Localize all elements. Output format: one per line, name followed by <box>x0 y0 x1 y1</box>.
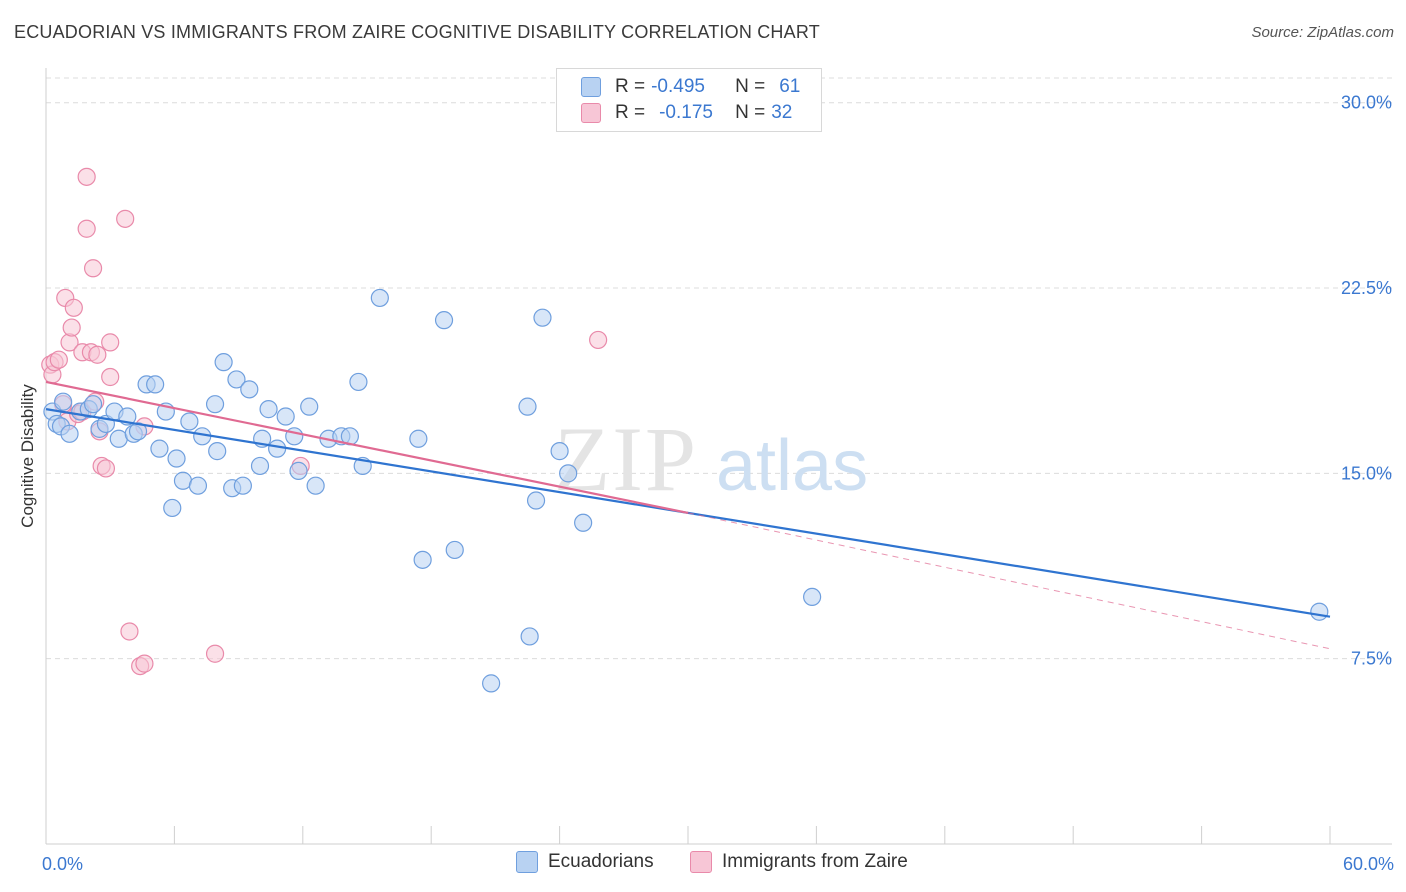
zaire-point <box>589 330 608 350</box>
ecuadorian-point <box>208 442 227 461</box>
n-label: N = <box>735 102 766 123</box>
zaire-point <box>83 259 103 278</box>
ecuadorian-point <box>250 456 270 476</box>
blue-swatch <box>581 77 601 97</box>
y-tick-label: 22.5% <box>1341 278 1392 298</box>
r-value: -0.175 <box>659 102 713 123</box>
legend: Ecuadorians Immigrants from Zaire <box>0 851 1406 877</box>
ecuadorian-point <box>349 372 368 392</box>
trend-lines <box>45 380 1331 650</box>
r-value: -0.495 <box>651 76 705 97</box>
legend-item-zaire[interactable]: Immigrants from Zaire <box>690 851 908 873</box>
stats-box: R = -0.495 N = 61 R = -0.175 N = 32 <box>556 68 822 132</box>
zaire-point <box>77 167 96 186</box>
legend-swatch-pink <box>690 851 712 873</box>
zaire-point <box>49 350 68 369</box>
ecuadorian-point <box>188 476 208 495</box>
ecuadorian-point <box>289 461 308 480</box>
source-label: Source: ZipAtlas.com <box>1251 24 1394 41</box>
ecuadorian-point <box>163 498 182 518</box>
zaire-point <box>120 622 139 641</box>
y-tick-label: 30.0% <box>1341 93 1392 113</box>
ecuadorian-point <box>526 491 546 510</box>
ecuadorian-point <box>205 395 225 414</box>
stats-row-ecuadorians: R = -0.495 N = 61 <box>581 74 800 100</box>
axes <box>45 68 1392 845</box>
ecuadorian-point <box>259 400 278 419</box>
ecuadorian-point <box>268 439 287 458</box>
zaire-point <box>101 333 120 352</box>
zaire-point <box>88 345 107 364</box>
ecuadorian-point <box>128 422 148 441</box>
ecuadorian-point <box>445 540 464 560</box>
ecuadorian-point <box>227 370 246 389</box>
r-label: R = <box>615 76 646 97</box>
legend-item-ecuadorians[interactable]: Ecuadorians <box>516 851 654 873</box>
pink-swatch <box>581 103 601 123</box>
ecuadorian-point <box>180 412 199 431</box>
y-tick-label: 15.0% <box>1341 463 1392 483</box>
ecuadorian-point <box>409 429 428 448</box>
ecuadorian-point <box>214 353 233 372</box>
ecuadorian-point <box>306 476 325 495</box>
ecuadorian-point <box>54 392 73 411</box>
ecuadorian-point <box>276 407 295 426</box>
zaire-point <box>116 209 135 228</box>
ecuadorian-point <box>1310 602 1329 621</box>
y-tick-label: 7.5% <box>1351 649 1392 669</box>
tick-labels: 7.5% 15.0% 22.5% 30.0% 0.0% 60.0% <box>42 93 1394 874</box>
watermark-zip: ZIP <box>554 408 698 510</box>
n-value: 32 <box>771 102 793 123</box>
watermark: ZIP atlas <box>554 408 868 510</box>
ecuadorian-point <box>482 674 501 693</box>
ecuadorian-point <box>240 380 259 399</box>
ecuadorian-point <box>233 476 252 495</box>
ecuadorian-point <box>370 288 389 308</box>
ecuadorian-point <box>413 550 432 569</box>
zaire-point <box>64 298 83 317</box>
watermark-atlas: atlas <box>716 426 868 506</box>
ecuadorian-point <box>550 442 569 461</box>
zaire-point <box>96 459 116 478</box>
zaire-point <box>62 318 81 337</box>
ecuadorian-point <box>520 627 539 646</box>
grid <box>46 77 1392 660</box>
zaire-trendline <box>45 380 689 514</box>
ecuadorian-point <box>150 439 169 458</box>
ecuadorian-point <box>574 513 593 532</box>
ecuadorian-point <box>434 311 454 330</box>
ecuadorian-point <box>83 395 103 414</box>
r-label: R = <box>615 102 646 123</box>
ecuadorian-point <box>559 464 578 483</box>
legend-label: Immigrants from Zaire <box>722 851 908 872</box>
n-label: N = <box>735 76 766 97</box>
ecuadorian-point <box>533 308 552 327</box>
zaire-point <box>101 367 120 387</box>
ecuadorian-point <box>518 397 537 416</box>
zaire-point <box>77 219 96 238</box>
legend-label: Ecuadorians <box>548 851 654 872</box>
ecuadorian-point <box>167 449 186 468</box>
x-tick-label: 0.0% <box>42 854 83 874</box>
ecuadorian-point <box>146 375 165 394</box>
zaire-point <box>135 654 154 673</box>
chart-title: ECUADORIAN VS IMMIGRANTS FROM ZAIRE COGN… <box>14 22 820 42</box>
zaire-point <box>205 644 225 663</box>
legend-swatch-blue <box>516 851 538 873</box>
stats-row-zaire: R = -0.175 N = 32 <box>581 100 792 126</box>
ecuadorian-point <box>803 587 822 607</box>
x-tick-label: 60.0% <box>1343 854 1394 874</box>
data-points <box>41 167 1329 693</box>
ecuadorian-point <box>60 424 79 443</box>
ecuadorian-point <box>300 397 319 416</box>
n-value: 61 <box>779 76 801 97</box>
zaire-trendline-extension <box>687 512 1331 650</box>
